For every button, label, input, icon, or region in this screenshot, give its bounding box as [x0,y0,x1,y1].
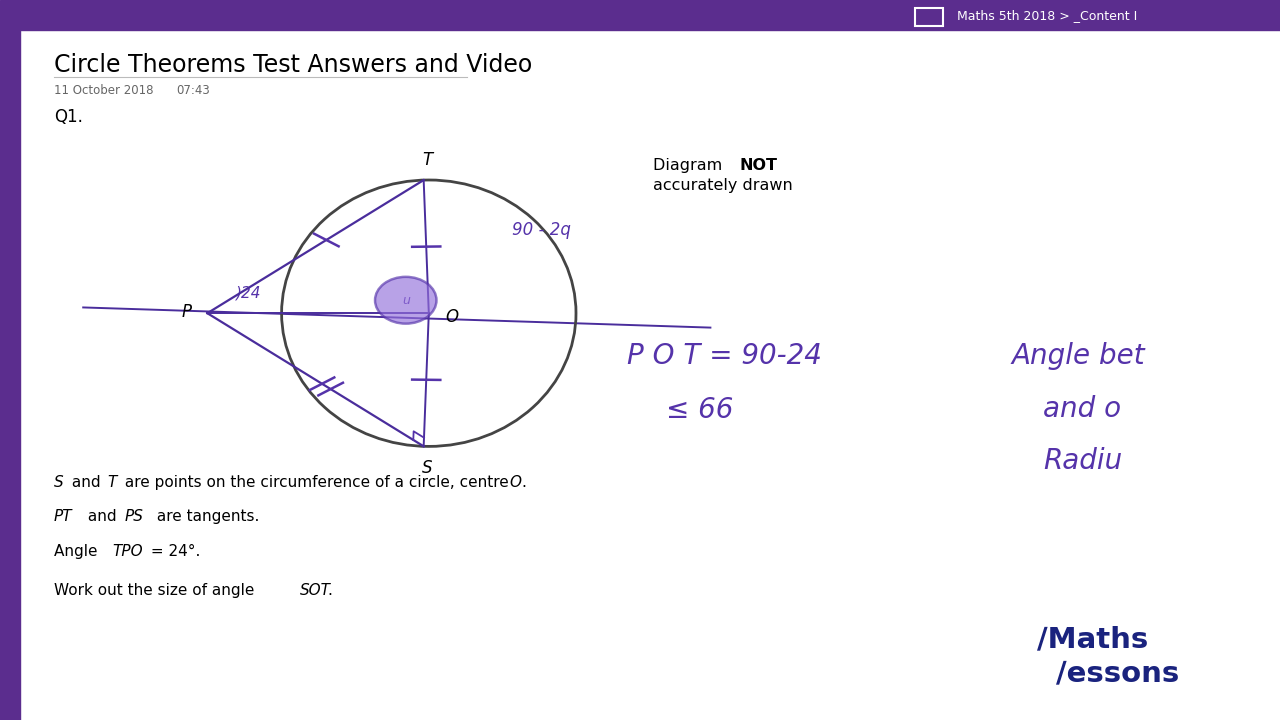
Text: ≤ 66: ≤ 66 [666,397,733,424]
Text: P: P [182,303,192,321]
Text: .: . [328,583,333,598]
Text: = 24°.: = 24°. [146,544,200,559]
Text: T: T [108,475,116,490]
Text: Angle: Angle [54,544,102,559]
Text: ∕essons: ∕essons [1056,660,1179,687]
Text: u: u [402,294,410,307]
Text: O: O [445,308,458,326]
Text: Q1.: Q1. [54,107,83,125]
Text: T: T [422,150,433,168]
Text: 90 - 2q: 90 - 2q [512,222,571,239]
Text: Angle bet: Angle bet [1011,343,1144,370]
Text: are points on the circumference of a circle, centre: are points on the circumference of a cir… [120,475,515,490]
Bar [0,30,20,720]
Text: SOT: SOT [300,583,330,598]
Text: and: and [67,475,105,490]
Text: .: . [521,475,526,490]
Bar [0,0,1280,30]
Ellipse shape [375,277,436,324]
Text: PT: PT [54,510,73,524]
Text: NOT: NOT [740,158,778,173]
Text: P O T = 90-24: P O T = 90-24 [627,343,822,370]
Text: S: S [422,459,433,477]
Text: Diagram: Diagram [653,158,727,173]
Text: 11 October 2018: 11 October 2018 [54,84,154,97]
Text: Radiu: Radiu [1043,447,1123,474]
Text: are tangents.: are tangents. [152,510,260,524]
Text: Maths 5th 2018 > _Content I: Maths 5th 2018 > _Content I [957,9,1138,22]
Text: accurately drawn: accurately drawn [653,178,792,192]
Text: S: S [54,475,64,490]
Text: )24: )24 [236,286,261,300]
Text: and: and [83,510,122,524]
Text: and o: and o [1043,395,1121,423]
Text: ∕Maths: ∕Maths [1037,626,1148,653]
Text: PS: PS [124,510,143,524]
Text: Circle Theorems Test Answers and Video: Circle Theorems Test Answers and Video [54,53,532,77]
Text: TPO: TPO [113,544,143,559]
Text: O: O [509,475,521,490]
Text: Work out the size of angle: Work out the size of angle [54,583,259,598]
Text: 07:43: 07:43 [177,84,210,97]
